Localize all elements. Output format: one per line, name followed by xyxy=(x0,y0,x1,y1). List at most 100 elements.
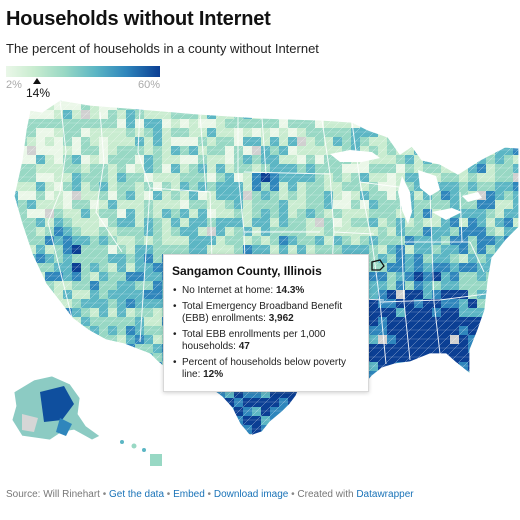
county-cell xyxy=(189,100,199,102)
county-cell xyxy=(297,407,307,417)
county-cell xyxy=(405,371,415,381)
county-cell xyxy=(117,452,126,461)
county-cell xyxy=(432,443,441,452)
county-cell xyxy=(459,371,469,381)
county-cell xyxy=(495,272,505,282)
county-cell xyxy=(513,452,520,461)
county-cell xyxy=(234,461,243,470)
county-cell xyxy=(396,398,406,408)
county-cell xyxy=(495,443,504,452)
county-cell xyxy=(495,407,505,417)
county-cell xyxy=(225,434,235,436)
county-cell xyxy=(0,119,9,128)
county-cell xyxy=(414,119,424,129)
county-cell xyxy=(414,128,424,138)
county-cell xyxy=(288,416,298,426)
county-cell xyxy=(108,398,118,408)
county-cell xyxy=(198,398,208,408)
county-cell xyxy=(513,470,520,476)
datawrapper-link[interactable]: Datawrapper xyxy=(356,489,414,500)
county-cell xyxy=(252,452,261,461)
county-cell xyxy=(18,290,28,300)
county-cell xyxy=(351,443,360,452)
county-cell xyxy=(432,380,442,390)
county-cell xyxy=(405,389,415,399)
county-cell xyxy=(477,398,487,408)
county-cell xyxy=(27,308,37,318)
county-cell xyxy=(441,380,451,390)
county-cell xyxy=(63,326,73,336)
county-cell xyxy=(270,425,280,435)
county-cell xyxy=(432,371,442,381)
county-cell xyxy=(369,443,378,452)
get-data-link[interactable]: Get the data xyxy=(108,489,165,500)
county-cell xyxy=(324,110,334,120)
county-cell xyxy=(90,470,99,476)
county-cell xyxy=(432,119,442,129)
tooltip-item: Total EBB enrollments per 1,000 househol… xyxy=(172,329,360,354)
county-cell xyxy=(432,362,442,372)
embed-link[interactable]: Embed xyxy=(173,489,205,500)
highlighted-county-outline[interactable] xyxy=(371,259,385,271)
county-cell xyxy=(351,470,360,476)
county-cell xyxy=(504,353,514,363)
county-cell xyxy=(162,443,171,452)
county-cell xyxy=(153,443,162,452)
county-cell xyxy=(369,470,378,476)
county-cell xyxy=(342,452,351,461)
county-cell xyxy=(423,389,433,399)
county-cell xyxy=(198,443,207,452)
county-cell xyxy=(495,470,504,476)
county-cell xyxy=(351,398,361,408)
county-cell xyxy=(99,362,109,372)
county-cell xyxy=(54,461,63,470)
county-cell xyxy=(477,461,486,470)
county-cell xyxy=(513,353,519,363)
county-cell xyxy=(90,407,100,417)
county-cell xyxy=(495,362,505,372)
county-cell xyxy=(432,110,442,120)
county-cell xyxy=(126,389,136,399)
county-cell xyxy=(450,398,460,408)
county-cell xyxy=(477,353,487,363)
county-cell xyxy=(504,317,514,327)
county-cell xyxy=(414,425,424,435)
county-cell xyxy=(252,461,261,470)
county-cell xyxy=(108,470,117,476)
county-cell xyxy=(477,380,487,390)
county-cell xyxy=(261,452,270,461)
county-cell xyxy=(513,344,519,354)
county-cell xyxy=(270,470,279,476)
download-image-link[interactable]: Download image xyxy=(213,489,289,500)
county-cell xyxy=(414,470,423,476)
county-cell xyxy=(72,452,81,461)
county-cell xyxy=(81,398,91,408)
source-credit: Source: Will Rinehart xyxy=(6,489,100,500)
county-cell xyxy=(117,100,127,102)
county-cell xyxy=(18,101,28,111)
county-cell xyxy=(252,470,261,476)
county-cell xyxy=(513,308,519,318)
county-cell xyxy=(360,443,369,452)
county-cell xyxy=(378,470,387,476)
county-cell xyxy=(468,119,478,129)
county-cell xyxy=(324,470,333,476)
county-cell xyxy=(450,470,459,476)
county-cell xyxy=(81,407,91,417)
county-cell xyxy=(243,101,253,111)
county-cell xyxy=(153,380,163,390)
county-cell xyxy=(18,110,28,120)
county-cell xyxy=(477,407,487,417)
county-cell xyxy=(18,299,28,309)
county-cell xyxy=(153,416,163,426)
county-cell xyxy=(387,110,397,120)
county-cell xyxy=(243,100,253,102)
county-cell xyxy=(126,398,136,408)
county-cell xyxy=(486,119,496,129)
county-cell xyxy=(486,425,496,435)
county-cell xyxy=(135,452,144,461)
county-cell xyxy=(81,461,90,470)
county-cell xyxy=(495,371,505,381)
county-cell xyxy=(450,137,460,147)
county-cell xyxy=(459,380,469,390)
